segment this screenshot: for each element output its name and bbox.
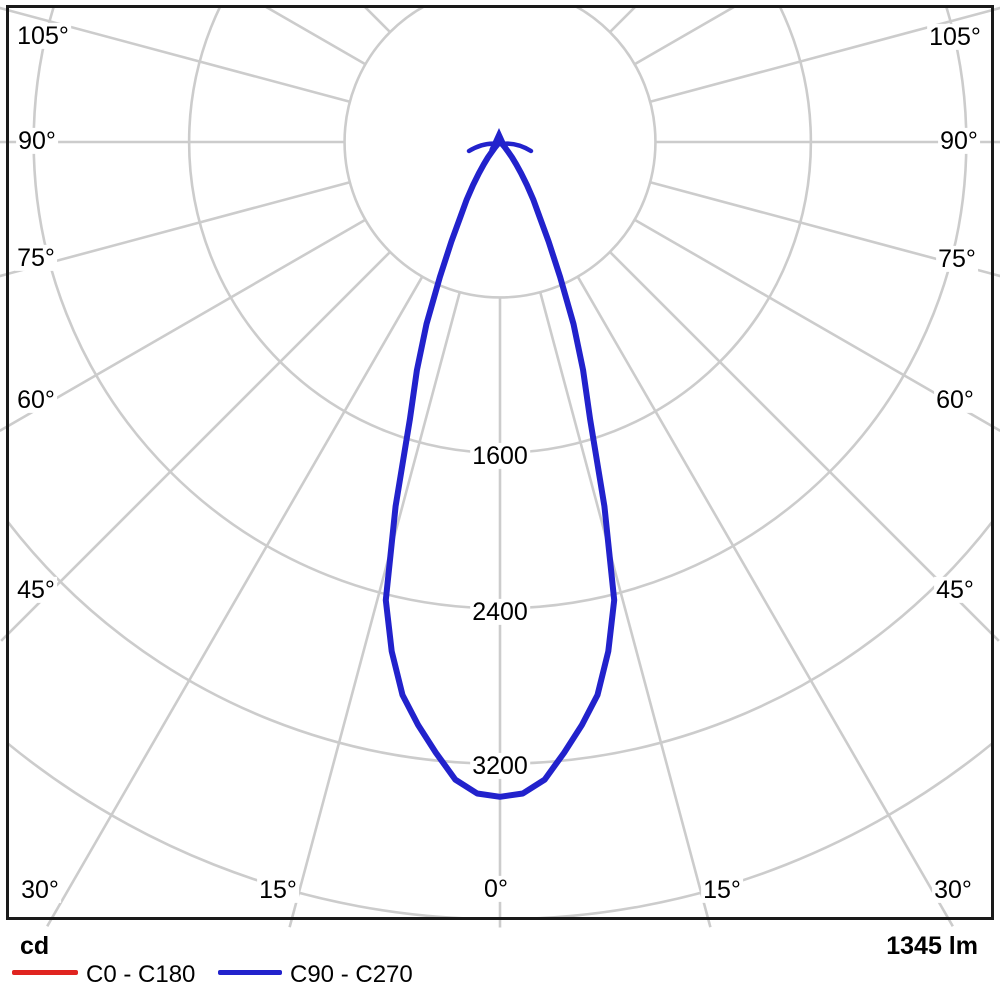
legend-swatch-c90-c270: [218, 970, 282, 975]
grid-spoke: [649, 8, 993, 104]
angle-label: 15°: [257, 875, 299, 904]
angle-label: 105°: [15, 21, 71, 50]
angle-label: 75°: [936, 244, 978, 273]
beam-curve-c90-c270: [382, 139, 618, 800]
radial-value-label: 1600: [470, 441, 530, 470]
grid-spoke: [633, 218, 993, 428]
angle-label: 90°: [16, 126, 58, 155]
angle-label: 45°: [934, 575, 976, 604]
angle-label: 105°: [927, 22, 983, 51]
angle-label: 45°: [15, 575, 57, 604]
angle-label: 90°: [938, 126, 980, 155]
grid-spoke: [576, 275, 950, 919]
legend-label-c90-c270: C90 - C270: [290, 961, 413, 988]
grid-spoke: [7, 218, 367, 428]
angle-label: 30°: [19, 875, 61, 904]
grid-spoke: [7, 250, 392, 637]
legend-label-c0-c180: C0 - C180: [86, 961, 196, 988]
legend-swatch-c0-c180: [12, 970, 78, 975]
angle-label: 60°: [934, 385, 976, 414]
angle-label: 75°: [15, 243, 57, 272]
center-arrow-marker: [466, 128, 534, 154]
angle-label: 60°: [15, 385, 57, 414]
grid-spoke: [50, 275, 424, 919]
grid-spoke: [7, 8, 351, 104]
grid-spoke: [7, 180, 351, 276]
plot-border: [6, 5, 994, 920]
unit-label: cd: [20, 932, 50, 960]
grid-spoke: [649, 180, 993, 276]
grid-spoke: [608, 250, 993, 637]
radial-value-label: 2400: [470, 597, 530, 626]
grid-spoke: [290, 291, 462, 919]
angle-label: 0°: [482, 874, 510, 903]
flux-label: 1345 lm: [886, 932, 978, 960]
angle-label: 30°: [932, 875, 974, 904]
grid-spoke: [538, 291, 710, 919]
grid-circle: [343, 6, 657, 299]
radial-value-label: 3200: [470, 751, 530, 780]
angle-label: 15°: [701, 875, 743, 904]
